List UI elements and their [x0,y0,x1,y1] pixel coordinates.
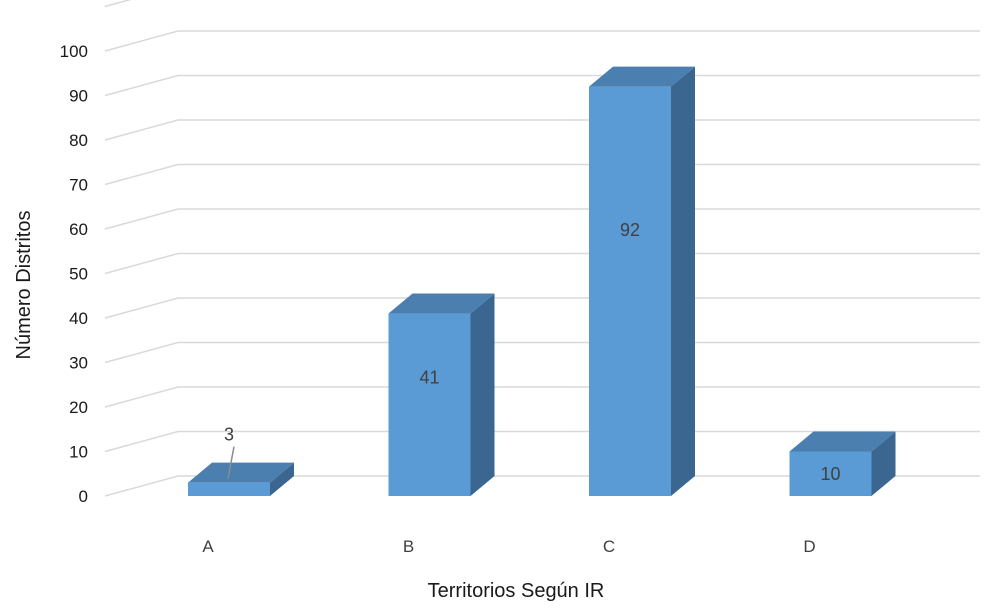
data-labels: 3 41 92 10 [224,220,841,484]
y-tick-label: 100 [60,42,88,61]
bar-side-face [270,462,294,496]
gridline [104,208,980,230]
bar-front-face [388,313,471,496]
gridlines [104,0,980,497]
bar-top-face [789,431,896,452]
gridline [104,341,980,364]
data-label: 3 [224,425,234,445]
bar-front-face [589,86,671,496]
y-tick-label: 0 [79,487,88,506]
y-tick-label: 20 [69,398,88,417]
bar-A [188,462,294,496]
y-axis-tick-labels: 0 10 20 30 40 50 60 70 80 90 100 [60,42,88,506]
x-tick-label: C [603,537,615,556]
y-tick-label: 40 [69,309,88,328]
gridline [104,386,980,408]
bar-top-face [188,462,294,483]
y-tick-label: 60 [69,220,88,239]
y-axis-title: Número Distritos [13,211,35,360]
data-label: 41 [419,367,439,387]
data-label: 92 [620,220,640,240]
x-axis-tick-labels: A B C D [202,537,815,556]
bar-front-face [789,451,872,496]
data-label-leader-line [227,446,235,479]
bar-side-face [470,293,495,496]
bars [188,66,896,496]
y-tick-label: 30 [69,354,88,373]
y-tick-label: 10 [69,443,88,462]
x-tick-label: A [202,537,214,556]
gridline [104,430,980,453]
y-tick-label: 80 [69,131,88,150]
bar-top-face [589,66,695,87]
gridline [104,0,132,8]
y-tick-label: 70 [69,176,88,195]
bar-B [388,293,495,496]
bar-side-face [671,66,695,496]
bar-front-face [188,482,270,496]
x-tick-label: B [403,537,414,556]
bar-side-face [871,431,896,496]
gridline [104,297,980,319]
gridline [104,119,980,141]
x-axis-title: Territorios Según IR [428,580,605,602]
gridline [104,30,980,52]
y-tick-label: 90 [69,87,88,106]
bar-C [589,66,695,496]
data-label: 10 [820,464,840,484]
x-tick-label: D [803,537,815,556]
gridline [104,74,980,97]
gridline [104,163,980,186]
y-tick-label: 50 [69,265,88,284]
gridline [104,475,980,497]
bar-top-face [388,293,495,314]
gridline [104,252,980,275]
bar-D [789,431,896,496]
